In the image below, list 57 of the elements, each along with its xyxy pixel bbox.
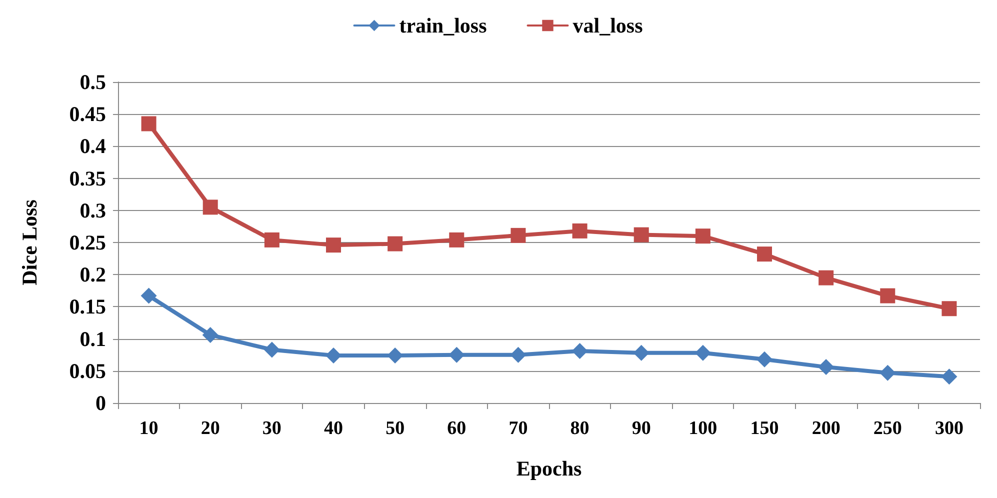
point [510,228,526,243]
point [387,347,404,364]
y-tick-label: 0.15 [69,294,106,319]
x-tick-label: 60 [447,418,466,439]
x-tick-label: 40 [324,418,343,439]
x-tick-label: 80 [570,418,590,439]
x-tick-label: 150 [750,418,779,439]
y-tick-label: 0.5 [80,70,106,94]
point [695,228,710,244]
point [634,227,649,242]
x-tick-label: 50 [386,418,405,439]
point [264,232,280,248]
point [756,351,772,368]
point [510,346,526,363]
point [140,288,157,304]
point [448,346,465,363]
point [818,359,834,376]
point [633,344,650,361]
point [942,301,957,316]
point [880,288,896,304]
point [202,200,218,215]
point [572,223,588,238]
point [694,344,711,361]
x-axis-title: Epochs [516,456,582,480]
y-tick-label: 0.05 [69,358,106,383]
point [326,238,341,253]
point [326,347,342,364]
x-tick-label: 200 [812,418,840,439]
x-tick-label: 90 [632,418,651,439]
point [449,232,464,248]
y-tick-label: 0.25 [69,230,106,254]
y-axis-title: Dice Loss [18,200,42,286]
y-tick-label: 0.35 [69,166,106,190]
point [941,368,958,385]
x-tick-label: 10 [139,418,158,439]
x-tick-label: 20 [200,418,220,439]
point [880,364,896,381]
legend-label: val_loss [572,14,643,38]
x-tick-label: 70 [508,418,528,439]
y-tick-label: 0.4 [80,134,106,158]
legend-label: train_loss [399,14,487,38]
point [141,116,156,132]
point [818,270,834,286]
point [388,236,403,252]
y-tick-label: 0.45 [69,102,106,126]
x-tick-label: 30 [262,418,282,439]
x-tick-label: 300 [934,418,964,439]
y-tick-label: 0.3 [80,198,106,222]
point [264,342,280,358]
point [572,343,588,359]
y-tick-label: 0.2 [80,262,106,287]
point [757,246,772,262]
y-tick-label: 0.1 [80,326,106,351]
x-tick-label: 100 [688,418,718,439]
y-tick-label: 0 [96,391,106,415]
point [202,326,218,343]
x-tick-label: 250 [873,418,902,439]
